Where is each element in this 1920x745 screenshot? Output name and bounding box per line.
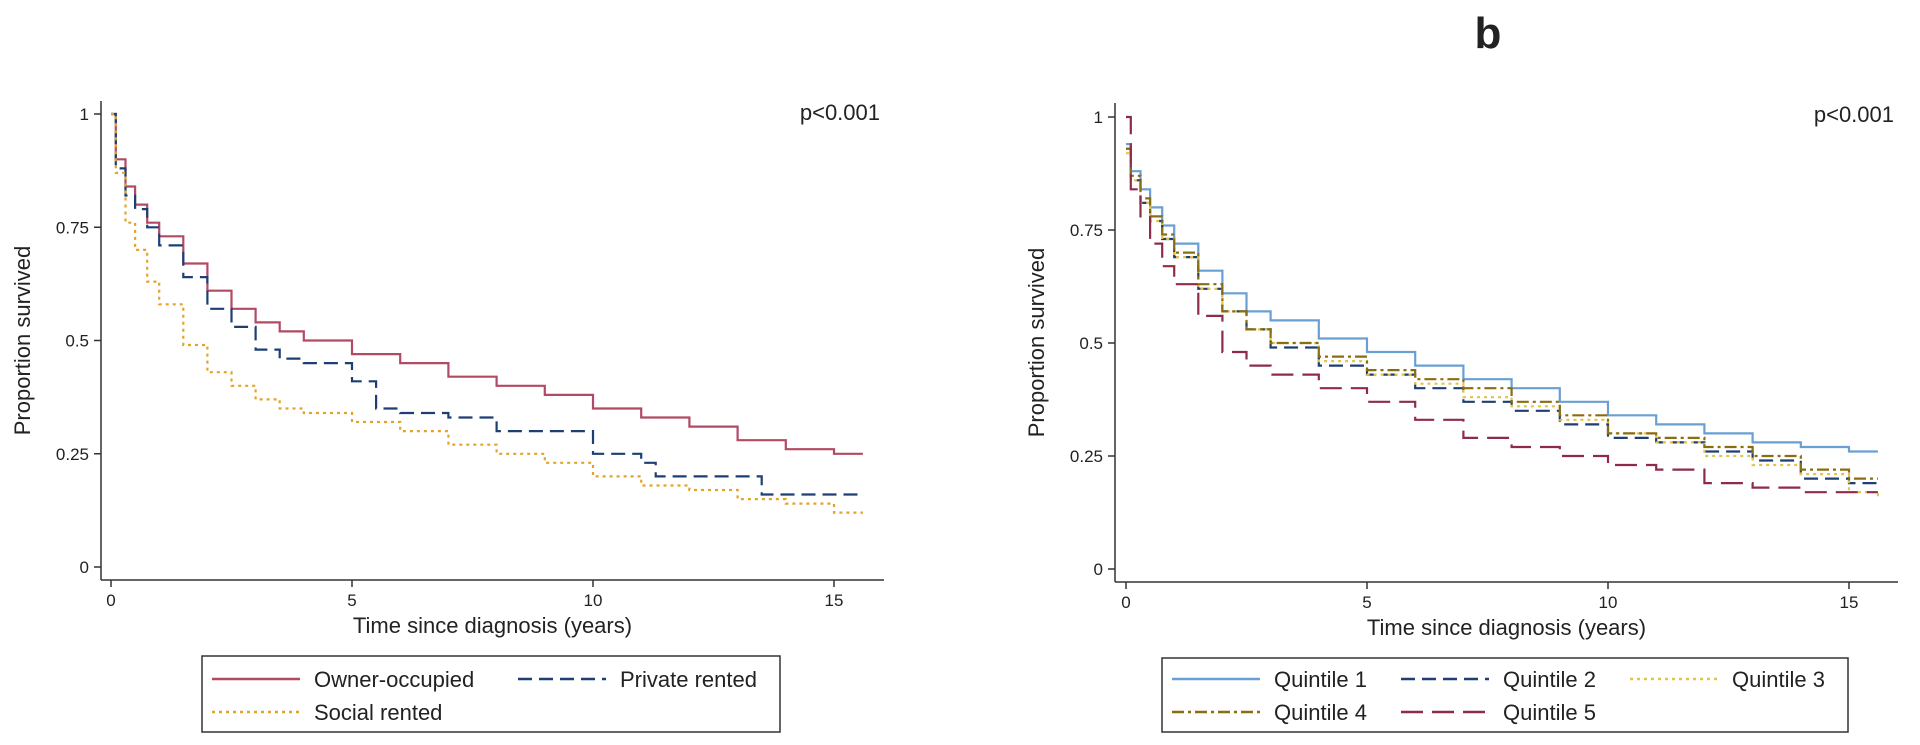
y-tick-label: 0.5	[1079, 334, 1103, 353]
y-tick-label: 0	[80, 558, 89, 577]
y-axis-title: Proportion survived	[10, 246, 35, 436]
x-axis-title: Time since diagnosis (years)	[353, 613, 632, 638]
x-tick-label: 15	[1840, 593, 1859, 612]
legend-label: Quintile 4	[1274, 700, 1367, 725]
panel-label: b	[1475, 9, 1502, 58]
series-line-1	[1126, 143, 1878, 453]
x-tick-label: 10	[1599, 593, 1618, 612]
legend-label: Quintile 2	[1503, 667, 1596, 692]
series-line-4	[1126, 147, 1878, 480]
y-tick-label: 0.25	[1070, 447, 1103, 466]
y-tick-label: 0	[1094, 560, 1103, 579]
p-value-annotation: p<0.001	[1814, 102, 1894, 127]
x-tick-label: 5	[347, 591, 356, 610]
y-tick-label: 0.25	[56, 445, 89, 464]
series-line-2	[111, 112, 863, 496]
p-value-annotation: p<0.001	[800, 100, 880, 125]
series-line-5	[1126, 115, 1878, 494]
legend-box	[1161, 657, 1849, 733]
series-line-3	[1126, 152, 1879, 497]
y-tick-label: 1	[80, 105, 89, 124]
y-tick-label: 0.75	[1070, 221, 1103, 240]
x-tick-label: 10	[584, 591, 603, 610]
y-axis-title: Proportion survived	[1024, 248, 1049, 438]
x-tick-label: 0	[106, 591, 115, 610]
legend-label: Social rented	[314, 700, 442, 725]
y-tick-label: 1	[1094, 108, 1103, 127]
legend-label: Quintile 5	[1503, 700, 1596, 725]
legend-label: Owner-occupied	[314, 667, 474, 692]
legend-label: Quintile 3	[1732, 667, 1825, 692]
legend-label: Private rented	[620, 667, 757, 692]
x-tick-label: 15	[825, 591, 844, 610]
series-line-1	[111, 112, 863, 455]
x-tick-label: 0	[1121, 593, 1130, 612]
series-line-2	[1126, 147, 1878, 485]
legend-box	[201, 655, 781, 733]
legend-label: Quintile 1	[1274, 667, 1367, 692]
x-tick-label: 5	[1362, 593, 1371, 612]
x-axis-title: Time since diagnosis (years)	[1367, 615, 1646, 640]
series-line-3	[111, 112, 863, 514]
y-tick-label: 0.5	[65, 332, 89, 351]
y-tick-label: 0.75	[56, 218, 89, 237]
